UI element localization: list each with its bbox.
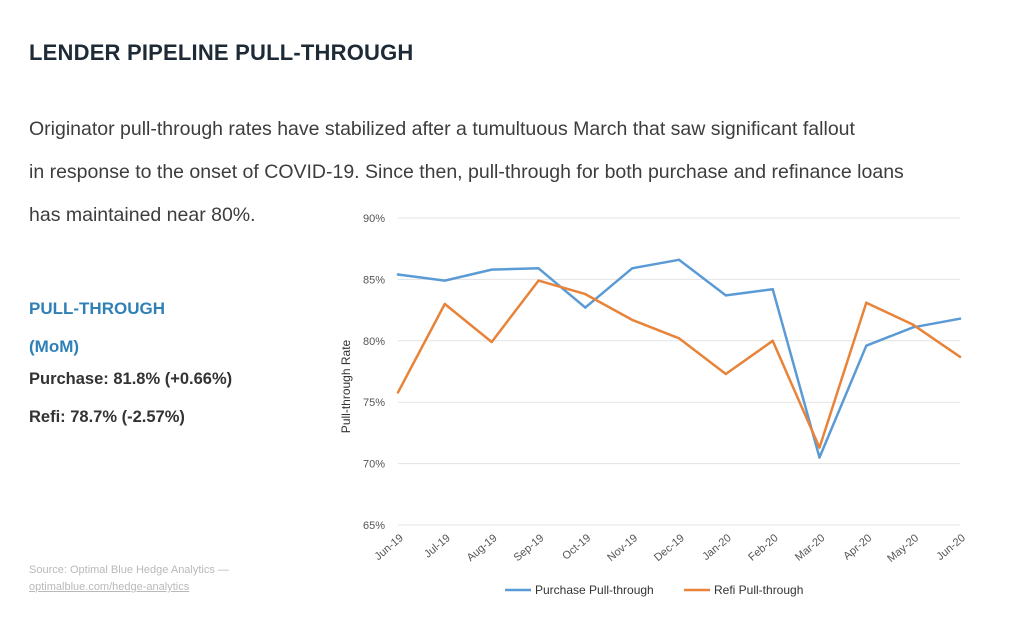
refi-stat: Refi: 78.7% (-2.57%)	[29, 408, 185, 426]
intro-line: in response to the onset of COVID-19. Si…	[29, 161, 904, 183]
data-point	[865, 301, 868, 304]
x-tick-label: Aug-19	[465, 532, 500, 564]
data-point	[537, 279, 540, 282]
data-point	[584, 292, 587, 296]
x-tick-label: Nov-19	[605, 532, 640, 564]
x-tick-label: Oct-19	[560, 532, 593, 562]
source-line: Source: Optimal Blue Hedge Analytics —	[29, 564, 229, 576]
data-point	[677, 258, 681, 261]
x-tick-label: Jul-19	[422, 532, 453, 560]
series-line-purchase	[396, 258, 962, 459]
data-point	[958, 355, 962, 358]
legend-label: Refi Pull-through	[714, 583, 803, 597]
x-tick-label: Feb-20	[746, 532, 780, 564]
page-title: LENDER PIPELINE PULL-THROUGH	[29, 40, 414, 65]
y-tick-label: 70%	[363, 459, 385, 471]
data-point	[396, 391, 400, 394]
data-point	[443, 302, 447, 306]
data-point	[818, 446, 821, 449]
y-tick-label: 80%	[363, 336, 385, 348]
x-tick-label: Apr-20	[841, 532, 874, 562]
x-tick-label: Jun-20	[934, 532, 967, 563]
source-link[interactable]: optimalblue.com/hedge-analytics	[29, 581, 190, 593]
y-tick-label: 90%	[363, 213, 385, 225]
data-point	[724, 294, 728, 297]
data-point	[537, 267, 540, 270]
data-point	[630, 267, 634, 270]
legend-label: Purchase Pull-through	[535, 583, 654, 597]
data-point	[771, 288, 774, 291]
data-point	[865, 344, 868, 347]
data-point	[818, 456, 821, 459]
y-tick-label: 65%	[363, 520, 385, 532]
intro-paragraph: Originator pull-through rates have stabi…	[29, 108, 1019, 237]
data-point	[771, 339, 774, 342]
y-axis-title: Pull-through Rate	[339, 339, 353, 433]
intro-line: has maintained near 80%.	[29, 204, 256, 226]
data-point	[490, 340, 493, 344]
series-line-refi	[396, 279, 962, 449]
data-point	[584, 306, 587, 309]
pull-through-heading-line1: PULL-THROUGH	[29, 299, 165, 318]
x-tick-label: Dec-19	[652, 532, 687, 564]
data-point	[443, 279, 447, 282]
data-point	[396, 273, 400, 276]
intro-line: Originator pull-through rates have stabi…	[29, 118, 855, 140]
y-tick-label: 85%	[363, 274, 385, 286]
data-point	[911, 323, 915, 327]
x-tick-label: Mar-20	[793, 532, 827, 564]
y-tick-label: 75%	[363, 397, 385, 409]
data-point	[490, 268, 493, 271]
data-point	[630, 318, 634, 322]
data-point	[724, 372, 728, 376]
x-tick-label: Jun-19	[372, 532, 405, 563]
data-point	[677, 337, 681, 340]
source-note: Source: Optimal Blue Hedge Analytics — o…	[29, 562, 229, 596]
x-tick-label: Jan-20	[700, 532, 733, 563]
x-tick-label: May-20	[885, 532, 921, 565]
data-point	[958, 317, 962, 320]
x-tick-label: Sep-19	[512, 532, 547, 564]
pull-through-heading: PULL-THROUGH (MoM)	[29, 290, 165, 366]
pull-through-heading-line2: (MoM)	[29, 337, 80, 356]
purchase-stat: Purchase: 81.8% (+0.66%)	[29, 370, 233, 388]
